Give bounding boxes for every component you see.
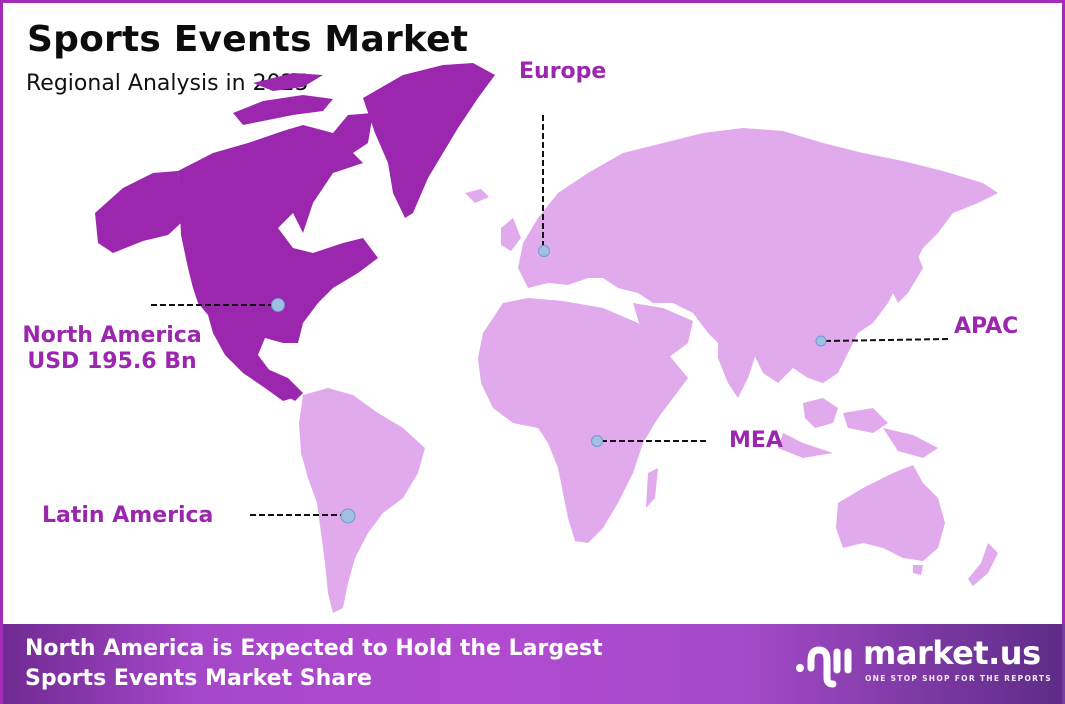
marker-north-america [271, 298, 285, 312]
label-apac: APAC [954, 314, 1019, 339]
marker-latin-america [340, 508, 356, 524]
label-latin-america: Latin America [42, 503, 214, 528]
label-north-america-name: North America [22, 323, 202, 348]
marker-europe [538, 245, 550, 257]
footer-line-2: Sports Events Market Share [25, 666, 372, 691]
region-others [299, 128, 998, 613]
brand-logo-block: market.us ONE STOP SHOP FOR THE REPORTS [793, 634, 1051, 690]
label-mea: MEA [729, 428, 783, 453]
brand-name: market.us [863, 634, 1041, 672]
region-australia [836, 465, 945, 561]
label-europe: Europe [519, 59, 607, 84]
footer-line-1: North America is Expected to Hold the La… [25, 636, 603, 661]
region-latin-america [299, 388, 425, 613]
market-us-logo-icon [796, 646, 852, 688]
page-title: Sports Events Market [27, 19, 469, 60]
region-north-america [95, 63, 495, 401]
brand-tagline: ONE STOP SHOP FOR THE REPORTS [865, 674, 1052, 683]
region-eurasia [518, 128, 998, 383]
label-north-america-value: USD 195.6 Bn [27, 349, 197, 375]
footer-headline: North America is Expected to Hold the La… [25, 634, 603, 694]
world-map [95, 63, 998, 613]
footer-banner: North America is Expected to Hold the La… [0, 624, 1065, 704]
leader-line-apac [824, 338, 949, 342]
label-north-america: North America USD 195.6 Bn [17, 323, 207, 376]
region-africa [478, 298, 688, 543]
marker-mea [591, 435, 603, 447]
marker-apac [815, 335, 827, 347]
